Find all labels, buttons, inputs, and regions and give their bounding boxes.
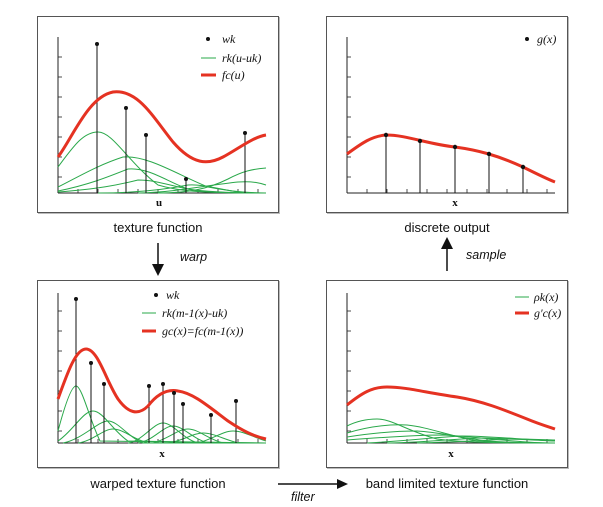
warp-label: warp xyxy=(180,250,208,264)
legend-dot-icon xyxy=(525,37,529,41)
sample-stems xyxy=(385,135,524,193)
band-limited-curve xyxy=(346,385,556,431)
filter-label: filter xyxy=(291,490,315,504)
legend-fc: fc(u) xyxy=(222,68,245,82)
texture-function-panel: wk rk(u-uk) fc(u) u xyxy=(37,16,279,213)
caption-discrete-output: discrete output xyxy=(404,220,490,235)
legend-dot-icon xyxy=(206,37,210,41)
discrete-output-panel: g(x) x xyxy=(326,16,568,213)
kernel-curves xyxy=(346,418,556,444)
kernel-curves xyxy=(57,131,267,194)
sample-dots xyxy=(383,132,526,170)
sample-stems xyxy=(75,299,237,443)
legend-gc: gc(x)=fc(m-1(x)) xyxy=(162,324,243,338)
legend-g: g(x) xyxy=(537,32,556,46)
legend-gc-prime: g'c(x) xyxy=(534,306,561,320)
legend-wk: wk xyxy=(166,288,180,302)
legend: ρk(x) g'c(x) xyxy=(515,290,561,320)
caption-texture-function: texture function xyxy=(113,220,203,235)
axis-label-x: x xyxy=(159,448,165,460)
output-curve xyxy=(346,133,556,184)
axis-ticks xyxy=(347,56,548,193)
sample-label: sample xyxy=(466,248,507,262)
texture-function-plot: wk rk(u-uk) fc(u) u xyxy=(56,32,267,209)
legend-rho: ρk(x) xyxy=(533,290,558,304)
legend: wk rk(u-uk) fc(u) xyxy=(201,32,261,82)
legend: g(x) xyxy=(525,32,556,46)
legend-rk: rk(m-1(x)-uk) xyxy=(162,306,227,320)
sample-dots xyxy=(95,42,247,181)
axis-label-u: u xyxy=(156,197,162,209)
warped-texture-plot: wk rk(m-1(x)-uk) gc(x)=fc(m-1(x)) x xyxy=(56,288,267,460)
sample-arrow-icon xyxy=(441,237,453,271)
legend-dot-icon xyxy=(154,293,158,297)
caption-band-limited: band limited texture function xyxy=(365,476,529,491)
legend-rk: rk(u-uk) xyxy=(222,51,261,65)
sample-dots xyxy=(74,297,238,417)
warp-arrow-icon xyxy=(152,243,164,276)
discrete-output-plot: g(x) x xyxy=(346,32,556,209)
legend-wk: wk xyxy=(222,32,236,46)
band-limited-plot: ρk(x) g'c(x) x xyxy=(346,290,561,460)
texture-curve xyxy=(56,90,267,164)
warped-curve xyxy=(56,347,267,441)
axis-ticks xyxy=(347,310,548,443)
band-limited-panel: ρk(x) g'c(x) x xyxy=(326,280,568,468)
axis-label-x: x xyxy=(452,197,458,209)
warped-texture-panel: wk rk(m-1(x)-uk) gc(x)=fc(m-1(x)) x xyxy=(37,280,279,468)
caption-warped-texture: warped texture function xyxy=(90,476,226,491)
axis-label-x: x xyxy=(448,448,454,460)
legend: wk rk(m-1(x)-uk) gc(x)=fc(m-1(x)) xyxy=(142,288,243,338)
